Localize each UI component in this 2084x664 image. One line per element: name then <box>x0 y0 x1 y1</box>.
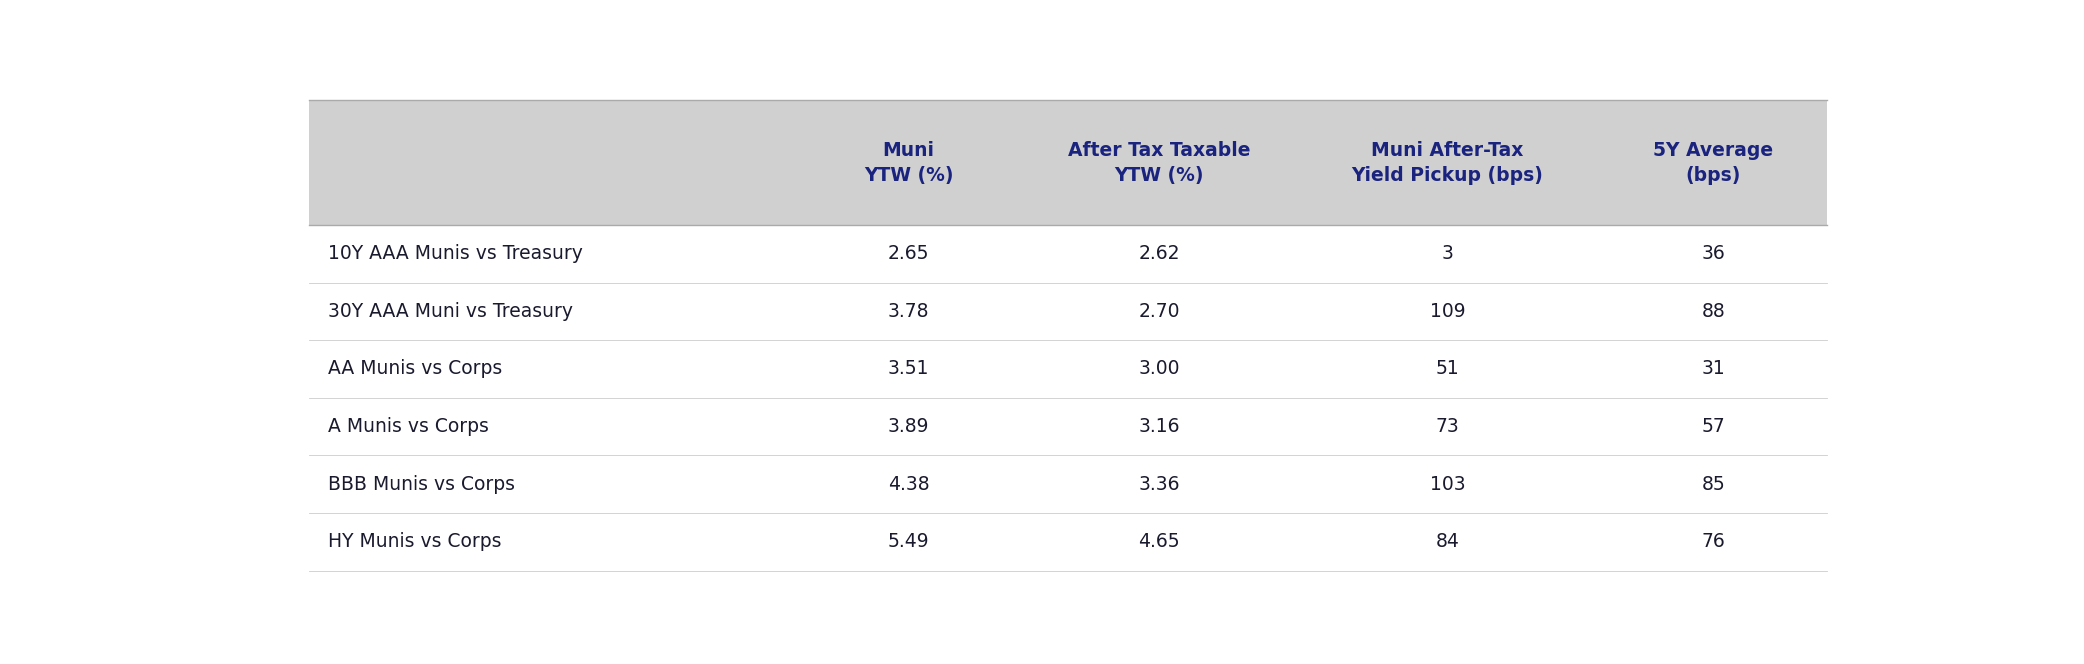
Text: 2.65: 2.65 <box>888 244 929 263</box>
Text: Muni
YTW (%): Muni YTW (%) <box>865 141 952 185</box>
Bar <box>308 282 1828 340</box>
Text: 3.00: 3.00 <box>1138 359 1180 378</box>
Text: 84: 84 <box>1436 533 1459 551</box>
Text: 3.36: 3.36 <box>1138 475 1180 493</box>
Bar <box>308 513 1828 570</box>
Text: 3.51: 3.51 <box>888 359 929 378</box>
Text: 36: 36 <box>1701 244 1726 263</box>
Text: AA Munis vs Corps: AA Munis vs Corps <box>329 359 502 378</box>
Text: 4.65: 4.65 <box>1138 533 1180 551</box>
Text: 51: 51 <box>1436 359 1459 378</box>
Text: BBB Munis vs Corps: BBB Munis vs Corps <box>329 475 515 493</box>
Bar <box>308 456 1828 513</box>
Bar <box>308 225 1828 282</box>
Text: 73: 73 <box>1436 417 1459 436</box>
Text: 3.89: 3.89 <box>888 417 929 436</box>
Bar <box>308 340 1828 398</box>
Text: 4.38: 4.38 <box>888 475 929 493</box>
Text: Muni After-Tax
Yield Pickup (bps): Muni After-Tax Yield Pickup (bps) <box>1353 141 1544 185</box>
Text: 3.16: 3.16 <box>1138 417 1180 436</box>
Text: 3.78: 3.78 <box>888 302 929 321</box>
Text: After Tax Taxable
YTW (%): After Tax Taxable YTW (%) <box>1067 141 1250 185</box>
Text: 2.70: 2.70 <box>1138 302 1180 321</box>
Text: 30Y AAA Muni vs Treasury: 30Y AAA Muni vs Treasury <box>329 302 573 321</box>
Text: 5.49: 5.49 <box>888 533 929 551</box>
Text: 103: 103 <box>1430 475 1465 493</box>
Text: 88: 88 <box>1701 302 1726 321</box>
Text: 31: 31 <box>1701 359 1726 378</box>
Text: HY Munis vs Corps: HY Munis vs Corps <box>329 533 502 551</box>
Bar <box>308 398 1828 456</box>
Text: 85: 85 <box>1701 475 1726 493</box>
Text: 57: 57 <box>1701 417 1726 436</box>
Text: 109: 109 <box>1430 302 1465 321</box>
Text: 76: 76 <box>1701 533 1726 551</box>
Text: A Munis vs Corps: A Munis vs Corps <box>329 417 490 436</box>
Bar <box>308 100 1828 225</box>
Text: 10Y AAA Munis vs Treasury: 10Y AAA Munis vs Treasury <box>329 244 584 263</box>
Text: 3: 3 <box>1442 244 1453 263</box>
Text: 5Y Average
(bps): 5Y Average (bps) <box>1653 141 1773 185</box>
Text: 2.62: 2.62 <box>1138 244 1180 263</box>
